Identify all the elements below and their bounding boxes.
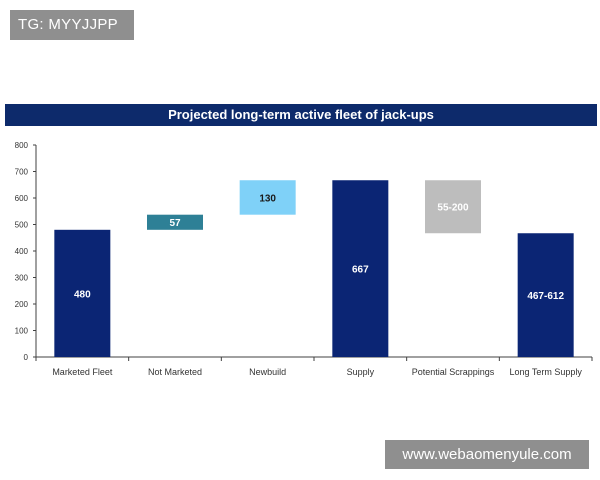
x-tick-label: Not Marketed (148, 367, 202, 377)
y-tick-label: 200 (15, 300, 29, 309)
bar-potential-scrappings (425, 180, 481, 234)
x-tick-label: Long Term Supply (509, 367, 582, 377)
chart-title: Projected long-term active fleet of jack… (5, 104, 597, 126)
bar-supply (332, 180, 389, 357)
y-tick-label: 800 (15, 141, 29, 150)
y-tick-label: 300 (15, 274, 29, 283)
x-tick-label: Supply (347, 367, 375, 377)
bar-marketed-fleet (54, 229, 111, 357)
watermark-bottom: www.webaomenyule.com (385, 440, 589, 469)
y-tick-label: 700 (15, 168, 29, 177)
x-tick-label: Potential Scrappings (412, 367, 495, 377)
y-tick-label: 0 (24, 353, 29, 362)
data-label: 480 (74, 289, 91, 300)
x-tick-label: Marketed Fleet (52, 367, 113, 377)
data-label: 667 (352, 265, 369, 276)
y-tick-label: 100 (15, 327, 29, 336)
y-tick-label: 500 (15, 221, 29, 230)
data-label: 57 (169, 218, 181, 229)
bar-not-marketed (147, 214, 203, 230)
y-tick-label: 600 (15, 194, 29, 203)
bar-newbuild (239, 180, 296, 215)
watermark-top: TG: MYYJJPP (10, 10, 134, 40)
data-label: 55-200 (437, 203, 469, 214)
data-label: 467-612 (527, 291, 564, 302)
y-tick-label: 400 (15, 247, 29, 256)
x-tick-label: Newbuild (249, 367, 286, 377)
bar-long-term-supply (517, 233, 574, 357)
data-label: 130 (259, 193, 276, 204)
